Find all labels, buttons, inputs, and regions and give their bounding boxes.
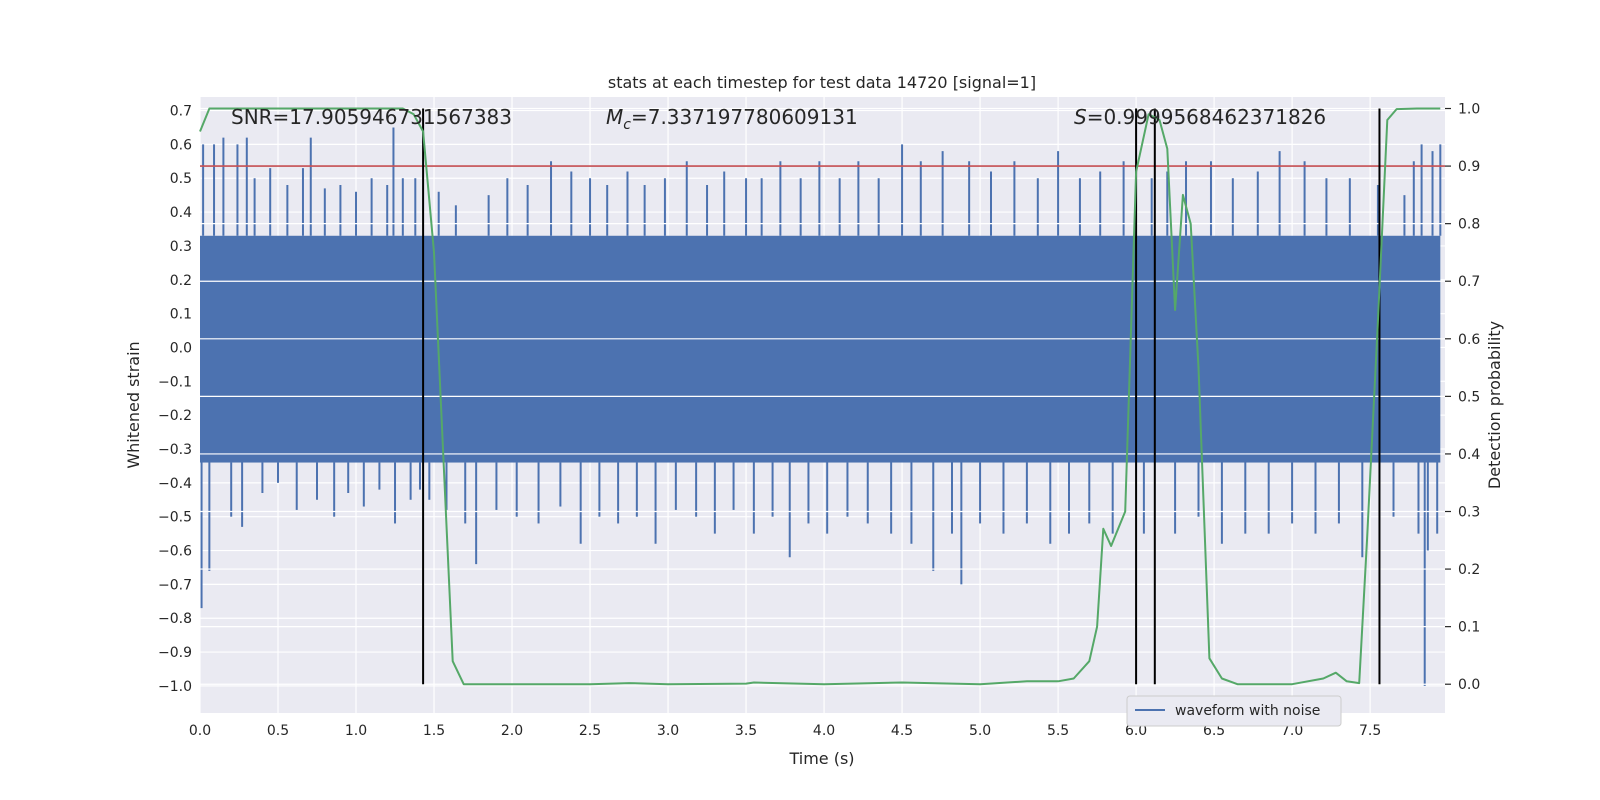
y-axis-right-label: Detection probability: [1485, 321, 1504, 489]
x-tick-label: 0.0: [189, 723, 211, 739]
y-left-tick-label: −0.6: [158, 544, 192, 560]
y-left-tick-label: 0.7: [170, 104, 192, 120]
x-tick-label: 7.0: [1281, 723, 1303, 739]
legend: waveform with noise: [1126, 695, 1342, 727]
score-value: =0.9999568462371826: [1087, 105, 1326, 129]
x-tick-label: 6.0: [1125, 723, 1147, 739]
y-right-tick-label: 0.4: [1458, 447, 1480, 463]
legend-label: waveform with noise: [1175, 703, 1320, 719]
chirp-mass-symbol: M: [606, 105, 623, 129]
chirp-mass-annotation: Mc=7.337197780609131: [606, 105, 858, 133]
x-axis-label: Time (s): [788, 749, 854, 768]
x-tick-label: 3.5: [735, 723, 757, 739]
y-right-tick-label: 1.0: [1458, 102, 1480, 118]
y-left-tick-label: −0.1: [158, 374, 192, 390]
y-right-tick-label: 0.3: [1458, 505, 1480, 521]
y-left-tick-label: −0.8: [158, 611, 192, 627]
vertical-markers: [422, 108, 1381, 685]
y-right-tick-label: 0.6: [1458, 332, 1480, 348]
x-tick-label: 2.0: [501, 723, 523, 739]
waveform-noise-band: [200, 235, 1441, 463]
chirp-mass-subscript: c: [623, 117, 631, 133]
y-left-tick-label: −1.0: [158, 679, 192, 695]
y-right-tick-label: 0.1: [1458, 620, 1480, 636]
y-right-tick-label: 0.9: [1458, 159, 1480, 175]
y-left-tick-labels: 0.7 0.6 0.5 0.4 0.3 0.2 0.1 0.0 −0.1 −0.2 −0.3 −0.4…: [158, 104, 192, 695]
y-right-tick-label: 0.2: [1458, 562, 1480, 578]
y-left-tick-label: −0.5: [158, 510, 192, 526]
y-left-tick-label: 0.6: [170, 137, 192, 153]
y-left-tick-label: −0.3: [158, 442, 192, 458]
probability-series: [199, 107, 1441, 686]
x-tick-label: 5.5: [1047, 723, 1069, 739]
x-tick-label: 5.0: [969, 723, 991, 739]
y-left-tick-label: 0.4: [170, 205, 192, 221]
y-left-tick-label: 0.2: [170, 273, 192, 289]
score-annotation: S=0.9999568462371826: [1074, 105, 1326, 129]
chirp-mass-value: =7.337197780609131: [631, 105, 858, 129]
x-tick-label: 4.0: [813, 723, 835, 739]
y-left-tick-label: 0.1: [170, 307, 192, 323]
chart-title: stats at each timestep for test data 147…: [608, 73, 1036, 92]
x-tick-label: 1.5: [423, 723, 445, 739]
y-left-tick-label: −0.4: [158, 476, 192, 492]
y-right-tick-label: 0.0: [1458, 677, 1480, 693]
x-tick-label: 2.5: [579, 723, 601, 739]
score-symbol: S: [1074, 105, 1087, 129]
x-tick-label: 4.5: [891, 723, 913, 739]
y-left-tick-label: −0.2: [158, 408, 192, 424]
y-right-tick-label: 0.5: [1458, 389, 1480, 405]
y-right-tick-label: 0.8: [1458, 217, 1480, 233]
y-right-tick-labels: 1.0 0.9 0.8 0.7 0.6 0.5 0.4 0.3 0.2 0.1 0.0: [1445, 102, 1480, 693]
y-left-tick-label: 0.5: [170, 171, 192, 187]
snr-annotation: SNR=17.905946731567383: [231, 105, 512, 129]
legend-box: [1126, 695, 1342, 727]
y-left-tick-label: 0.3: [170, 239, 192, 255]
x-tick-label: 1.0: [345, 723, 367, 739]
y-left-tick-label: −0.7: [158, 577, 192, 593]
x-tick-labels: 0.0 0.5 1.0 1.5 2.0 2.5 3.0 3.5 4.0 4.5 5.0 5.5 6.0 6…: [189, 723, 1381, 739]
y-left-tick-label: −0.9: [158, 645, 192, 661]
probability-line: [199, 107, 1441, 686]
x-tick-label: 7.5: [1359, 723, 1381, 739]
x-tick-label: 0.5: [267, 723, 289, 739]
waveform-series: [200, 107, 1445, 686]
y-axis-left-label: Whitened strain: [124, 341, 143, 468]
y-left-tick-label: 0.0: [170, 340, 192, 356]
x-tick-label: 3.0: [657, 723, 679, 739]
x-tick-label: 6.5: [1203, 723, 1225, 739]
y-right-tick-label: 0.7: [1458, 274, 1480, 290]
